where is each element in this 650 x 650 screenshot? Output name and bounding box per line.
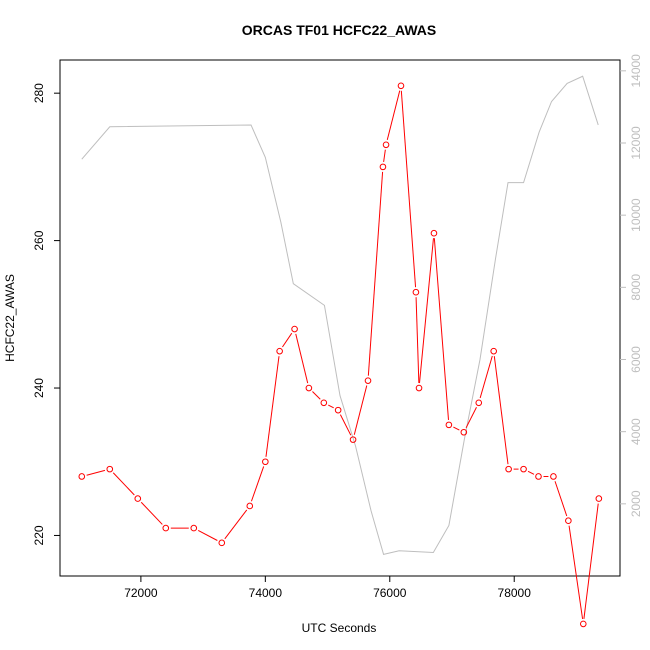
series-left-point <box>412 288 420 296</box>
series-left-segment <box>328 404 334 409</box>
x-axis: 72000 74000 76000 78000 <box>124 576 531 600</box>
series-left-segment <box>224 509 248 540</box>
x-tick-label: 74000 <box>249 586 283 600</box>
series-left-segment <box>250 466 265 502</box>
series-left-point <box>364 377 372 384</box>
y2-tick-label: 8000 <box>629 274 643 301</box>
series-left-segment <box>415 297 420 384</box>
series-left-point <box>565 517 572 525</box>
series-left-segment <box>554 481 568 517</box>
series-left-point <box>349 436 357 443</box>
series-left-point <box>490 347 497 355</box>
series-left-point <box>291 325 298 333</box>
y2-tick-label: 6000 <box>629 346 643 373</box>
series-left-point <box>276 347 283 355</box>
series-left-segment <box>583 503 599 620</box>
series-left-point <box>382 141 390 149</box>
x-tick-label: 72000 <box>124 586 158 600</box>
y2-tick-label: 2000 <box>629 490 643 517</box>
series-layer <box>78 75 603 628</box>
series-left-point <box>430 229 438 237</box>
series-left-segment <box>265 356 280 457</box>
series-left-segment <box>465 407 477 429</box>
series-left-point <box>379 163 387 171</box>
x-axis-label: UTC Seconds <box>302 621 377 635</box>
y2-tick-label: 14000 <box>629 54 643 88</box>
series-left-segment <box>419 238 434 384</box>
series-left-point <box>246 502 254 510</box>
series-right-line <box>81 75 599 555</box>
series-left-segment <box>479 355 493 399</box>
series-left-segment <box>140 501 163 525</box>
chart-title: ORCAS TF01 HCFC22_AWAS <box>242 22 436 38</box>
y-axis-right: 2000 4000 6000 8000 10000 12000 14000 <box>620 54 643 517</box>
series-left-segment <box>353 385 368 435</box>
series-left-segment <box>527 470 535 475</box>
series-left-segment <box>367 171 384 376</box>
series-left-point <box>218 539 226 547</box>
series-left-point <box>475 399 483 407</box>
series-left-segment <box>86 469 106 476</box>
plot-frame <box>59 59 621 577</box>
series-left-segment <box>453 426 460 431</box>
y-tick-label: 220 <box>32 525 46 545</box>
series-left-segment <box>112 472 135 496</box>
series-left-point <box>579 620 587 628</box>
series-left-segment <box>568 525 584 620</box>
series-left-point <box>334 406 342 414</box>
series-left-point <box>106 465 114 473</box>
series-left-segment <box>386 90 401 141</box>
y-tick-label: 240 <box>32 378 46 398</box>
x-tick-label: 78000 <box>498 586 532 600</box>
y-axis-label: HCFC22_AWAS <box>3 274 17 362</box>
y2-tick-label: 4000 <box>629 418 643 445</box>
series-left-point <box>460 428 468 436</box>
series-left-point <box>78 473 86 480</box>
series-left-point <box>134 495 142 502</box>
y-tick-label: 280 <box>32 83 46 103</box>
series-left-point <box>520 465 527 473</box>
series-left-point <box>505 465 512 473</box>
y2-tick-label: 12000 <box>629 126 643 160</box>
series-left-point <box>305 384 313 392</box>
series-left-point <box>415 384 423 392</box>
series-left-segment <box>295 333 309 384</box>
series-left-point <box>190 524 198 532</box>
series-left-point <box>320 399 328 407</box>
series-left-point <box>445 421 453 429</box>
series-left-segment <box>339 414 352 436</box>
series-left-segment <box>433 238 449 420</box>
y2-tick-label: 10000 <box>629 198 643 232</box>
series-left-segment <box>400 90 417 288</box>
series-left-point <box>262 458 269 466</box>
series-left-segment <box>282 332 293 348</box>
series-left-segment <box>197 529 218 541</box>
series-left-point <box>595 495 603 502</box>
y-axis-left: 220 240 260 280 <box>32 83 60 545</box>
series-left-segment <box>383 149 386 163</box>
x-tick-label: 76000 <box>373 586 407 600</box>
series-left-point <box>535 473 542 480</box>
series-left-segment <box>312 391 321 400</box>
series-left-point <box>397 82 405 90</box>
series-left-point <box>162 524 170 532</box>
y-tick-label: 260 <box>32 230 46 250</box>
series-left-point <box>550 473 557 480</box>
series-left-segment <box>493 356 509 465</box>
